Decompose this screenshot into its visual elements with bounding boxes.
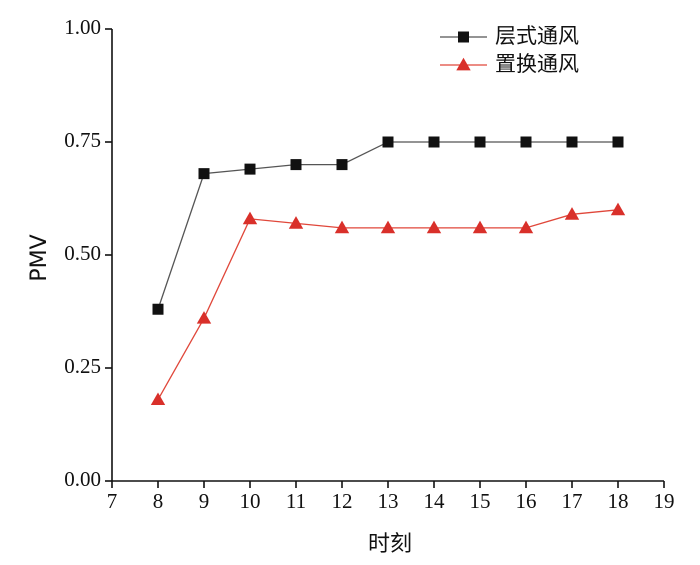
x-tick-label: 15: [470, 489, 491, 513]
x-tick-label: 14: [424, 489, 446, 513]
legend-label: 置换通风: [495, 52, 579, 76]
y-tick-label: 0.00: [64, 467, 101, 491]
data-point: [518, 220, 534, 234]
x-tick-label: 7: [107, 489, 118, 513]
data-point: [288, 216, 304, 229]
x-axis-title: 时刻: [368, 532, 412, 557]
legend-label: 层式通风: [495, 24, 579, 48]
x-tick-label: 11: [286, 489, 306, 513]
data-point: [566, 136, 578, 148]
data-point: [564, 207, 580, 220]
x-tick-label: 13: [378, 489, 399, 513]
x-tick-label: 17: [562, 489, 583, 513]
y-ticks: 0.00 0.25 0.50 0.75 1.00: [64, 15, 112, 491]
x-tick-label: 16: [516, 489, 537, 513]
data-point: [610, 202, 626, 216]
data-point: [520, 136, 532, 148]
data-point: [196, 311, 212, 324]
series-1: [152, 136, 624, 315]
y-axis-title: PMV: [27, 234, 52, 281]
data-point: [150, 392, 166, 406]
data-point: [244, 163, 256, 175]
y-tick-label: 0.25: [64, 354, 101, 378]
axes: [111, 29, 664, 482]
data-point: [612, 136, 624, 148]
data-point: [472, 220, 488, 234]
x-tick-label: 19: [654, 489, 675, 513]
data-point: [382, 136, 394, 148]
series-layer: [150, 136, 626, 406]
legend-item: 层式通风: [440, 24, 579, 48]
data-point: [380, 220, 396, 234]
legend-marker: [458, 31, 469, 43]
x-tick-label: 8: [153, 489, 164, 513]
legend-item: 置换通风: [440, 52, 579, 76]
data-point: [334, 220, 350, 234]
x-tick-label: 12: [332, 489, 353, 513]
y-tick-label: 0.50: [64, 241, 101, 265]
data-point: [152, 303, 164, 315]
legend-marker: [456, 57, 471, 71]
x-tick-label: 9: [199, 489, 210, 513]
data-point: [428, 136, 440, 148]
x-tick-label: 10: [240, 489, 261, 513]
x-ticks: 7 8 9 10 11 12 13 14 15 16 17 18 19: [107, 481, 675, 513]
data-point: [242, 211, 258, 225]
data-point: [290, 159, 302, 171]
data-point: [336, 159, 348, 171]
x-tick-label: 18: [608, 489, 629, 513]
y-tick-label: 0.75: [64, 128, 101, 152]
data-point: [198, 168, 210, 180]
y-tick-label: 1.00: [64, 15, 101, 39]
data-point: [426, 220, 442, 234]
data-point: [474, 136, 486, 148]
series-2: [150, 202, 626, 406]
series-line: [157, 209, 619, 400]
